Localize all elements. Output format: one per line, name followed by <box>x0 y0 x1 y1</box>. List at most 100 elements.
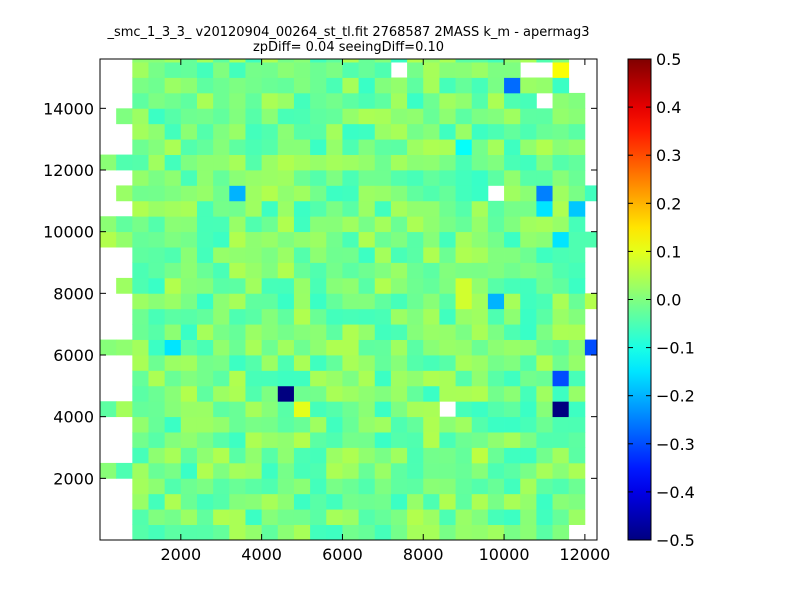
heatmap-cell <box>213 385 230 402</box>
heatmap-cell <box>455 509 473 525</box>
heatmap-cell <box>148 416 166 433</box>
heatmap-cell <box>293 247 311 263</box>
heatmap-cell <box>245 447 263 464</box>
heatmap-cell <box>487 262 505 279</box>
heatmap-cell <box>229 478 246 495</box>
heatmap-cell <box>229 509 246 525</box>
heatmap-cell <box>196 77 214 94</box>
heatmap-cell <box>358 462 376 479</box>
heatmap-cell <box>439 170 456 186</box>
heatmap-cell <box>310 324 327 340</box>
heatmap-cell <box>148 385 166 402</box>
heatmap-cell <box>100 154 117 171</box>
heatmap-cell <box>180 139 198 155</box>
heatmap-cell <box>552 447 570 464</box>
heatmap-cell <box>132 524 149 541</box>
chart-subtitle: zpDiff= 0.04 seeingDiff=0.10 <box>252 40 445 55</box>
heatmap-cell <box>229 170 246 186</box>
heatmap-cell <box>148 478 166 495</box>
heatmap-cell <box>568 493 586 510</box>
heatmap-cell <box>132 432 149 448</box>
heatmap-cell <box>245 416 263 433</box>
heatmap-cell <box>584 339 598 356</box>
heatmap-cell <box>439 59 456 63</box>
heatmap-cell <box>552 401 570 418</box>
heatmap-cell <box>423 432 440 448</box>
heatmap-cell <box>164 170 182 186</box>
heatmap-cell <box>261 524 279 541</box>
heatmap-cell <box>536 185 553 202</box>
heatmap-cell <box>439 247 456 263</box>
heatmap-cell <box>148 493 166 510</box>
heatmap-cell <box>213 59 230 63</box>
heatmap-cell <box>148 447 166 464</box>
x-tick-label: 6000 <box>322 545 363 564</box>
heatmap-cell <box>455 139 473 155</box>
heatmap-cell <box>455 59 473 63</box>
plot-frame <box>99 58 598 541</box>
heatmap-cell <box>342 185 359 202</box>
heatmap-cell <box>196 355 214 371</box>
heatmap-cell <box>520 401 537 418</box>
heatmap-cell <box>148 59 166 63</box>
heatmap-cell <box>536 308 553 325</box>
heatmap-cell <box>520 509 537 525</box>
heatmap-cell <box>439 478 456 495</box>
colorbar-tick-label: −0.2 <box>656 387 695 406</box>
heatmap-cell <box>310 170 327 186</box>
heatmap-cell <box>423 308 440 325</box>
x-tick-label: 12000 <box>559 545 610 564</box>
heatmap-cell <box>568 401 586 418</box>
heatmap-cell <box>196 108 214 125</box>
heatmap-cell <box>277 108 295 125</box>
heatmap-cell <box>261 355 279 371</box>
heatmap-cell <box>132 59 149 63</box>
heatmap-cell <box>196 308 214 325</box>
heatmap-cell <box>229 185 246 202</box>
heatmap-cell <box>180 200 198 217</box>
heatmap-cell <box>261 59 279 63</box>
heatmap-cell <box>196 370 214 387</box>
heatmap-cell <box>229 493 246 510</box>
heatmap-cell <box>504 170 521 186</box>
heatmap-cell <box>342 432 359 448</box>
heatmap-cell <box>180 339 198 356</box>
heatmap-cell <box>504 154 521 171</box>
heatmap-cell <box>342 170 359 186</box>
heatmap-cell <box>358 509 376 525</box>
heatmap-cell <box>423 154 440 171</box>
y-tick-label: 4000 <box>53 408 94 427</box>
heatmap-cell <box>310 293 327 310</box>
heatmap-cell <box>552 432 570 448</box>
heatmap-cell <box>423 185 440 202</box>
heatmap-cell <box>293 92 311 109</box>
heatmap-cell <box>520 154 537 171</box>
heatmap-cell <box>148 432 166 448</box>
heatmap-cell <box>358 108 376 125</box>
heatmap-cell <box>455 216 473 233</box>
heatmap-cell <box>504 247 521 263</box>
heatmap-cell <box>277 493 295 510</box>
heatmap-cell <box>180 308 198 325</box>
heatmap-cell <box>229 231 246 248</box>
heatmap-cell <box>293 262 311 279</box>
heatmap-cell <box>487 401 505 418</box>
heatmap-cell <box>196 92 214 109</box>
heatmap-cell <box>374 200 392 217</box>
heatmap-cell <box>358 123 376 140</box>
heatmap-cell <box>342 139 359 155</box>
x-tick-label: 10000 <box>479 545 530 564</box>
heatmap-cell <box>520 200 537 217</box>
heatmap-cell <box>358 308 376 325</box>
heatmap-cell <box>342 308 359 325</box>
heatmap-cell <box>229 385 246 402</box>
heatmap-cell <box>245 432 263 448</box>
heatmap-cell <box>132 92 149 109</box>
heatmap-cell <box>504 416 521 433</box>
heatmap-cell <box>552 123 570 140</box>
heatmap-cell <box>277 247 295 263</box>
heatmap-cell <box>148 154 166 171</box>
heatmap-cell <box>196 339 214 356</box>
heatmap-cell <box>342 247 359 263</box>
heatmap-cell <box>342 478 359 495</box>
